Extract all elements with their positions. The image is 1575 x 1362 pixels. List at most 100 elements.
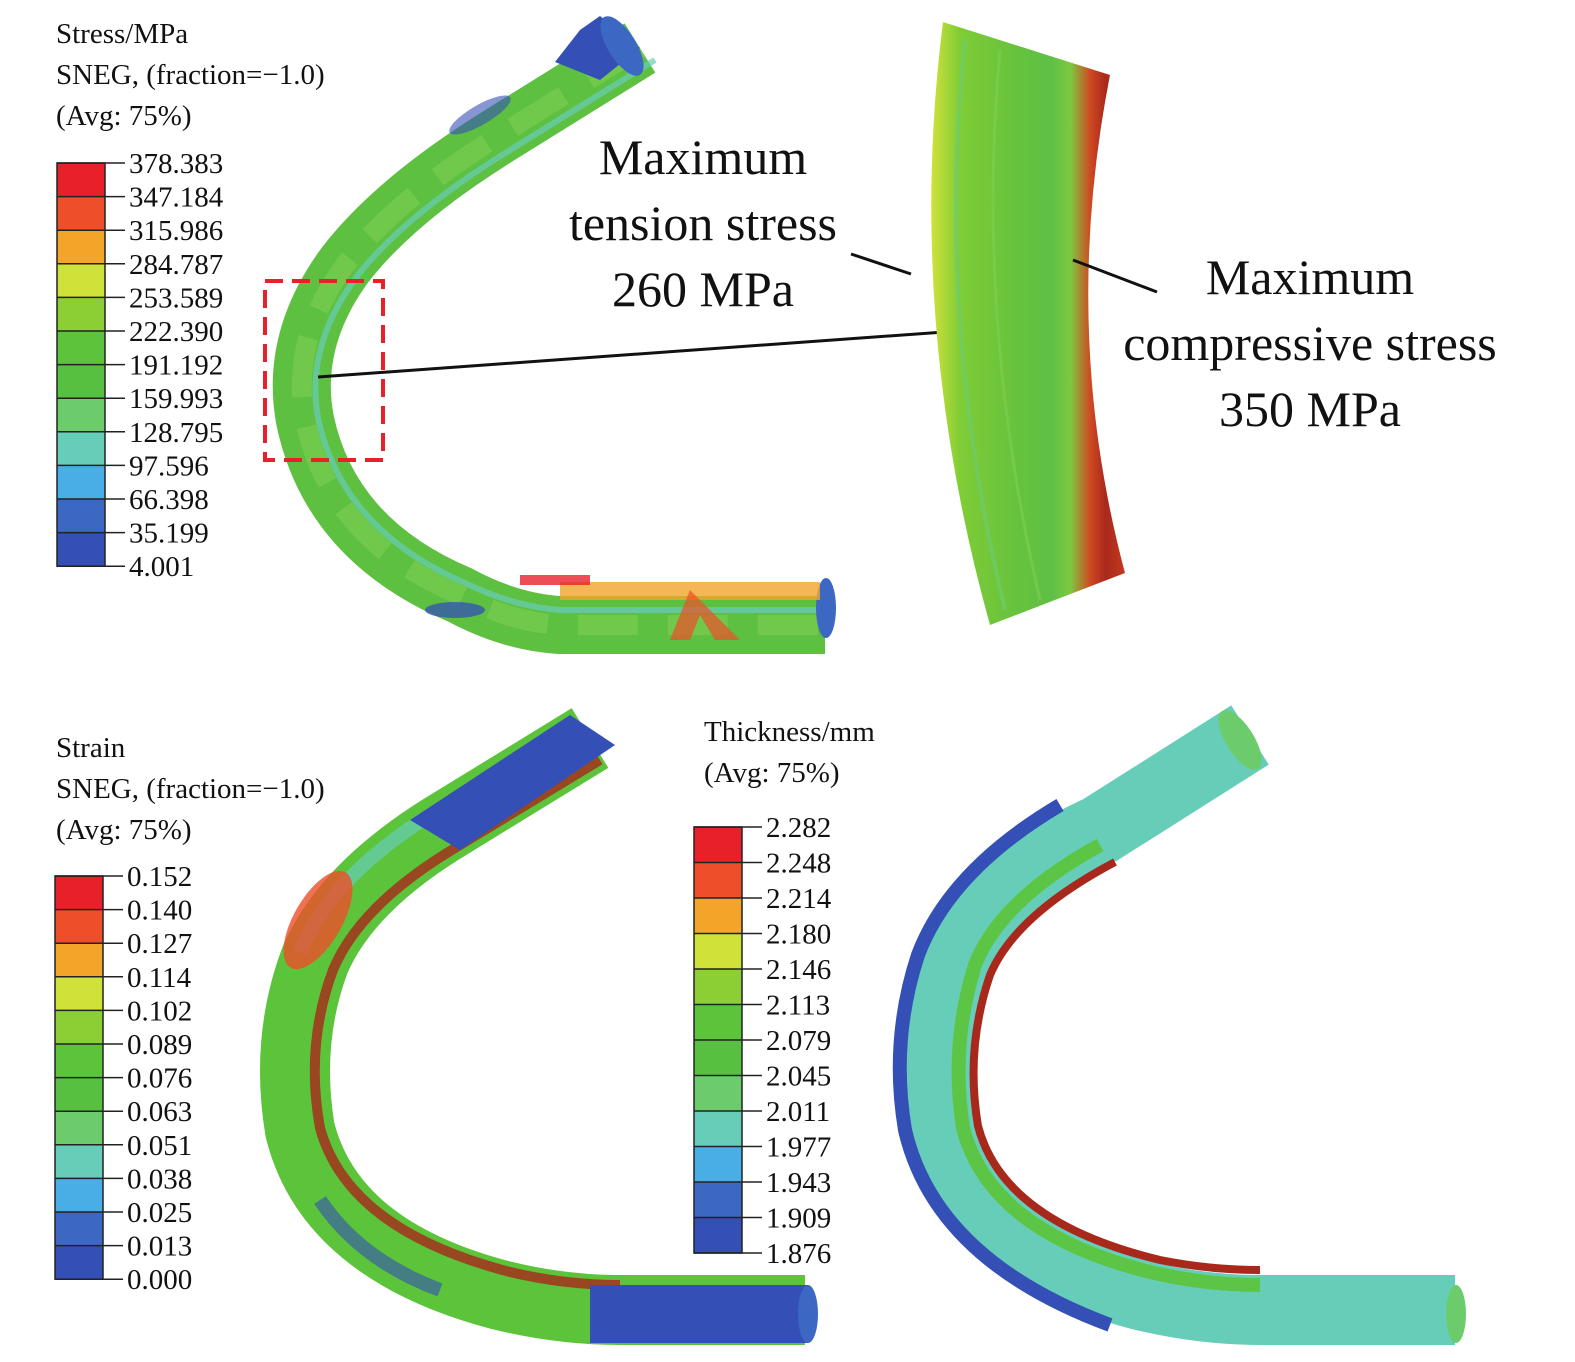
thickness-legend-tick-label: 2.282 — [766, 812, 831, 844]
strain-tube-orange-spot — [283, 870, 353, 970]
thickness-legend-tick-label: 2.079 — [766, 1025, 831, 1057]
stress-legend-tick-label: 97.596 — [129, 450, 209, 482]
strain-legend-tick-label: 0.013 — [127, 1231, 192, 1263]
thickness-legend-tick-label: 1.943 — [766, 1167, 831, 1199]
tension-callout-line-1: Maximum — [598, 129, 808, 185]
strain-legend-color-swatch — [55, 976, 103, 1011]
thickness-legend-color-swatch — [694, 1004, 742, 1040]
stress-legend-color-swatch — [57, 398, 105, 432]
tension-callout-line-3: 260 MPa — [612, 261, 794, 317]
stress-tube-inner-band — [291, 39, 825, 635]
thickness-tube-body — [900, 705, 1455, 1345]
thickness-legend-color-swatch — [694, 1075, 742, 1111]
stress-legend-color-swatch — [57, 196, 105, 231]
strain-legend-colorbar: 0.1520.1400.1270.1140.1020.0890.0760.063… — [54, 861, 192, 1296]
strain-tube-end-cap-right — [798, 1285, 818, 1343]
strain-tube-model — [260, 708, 818, 1345]
thickness-legend-tick-label: 1.876 — [766, 1238, 831, 1270]
strain-legend-tick-label: 0.127 — [127, 928, 192, 960]
thickness-legend-tick-label: 2.248 — [766, 848, 831, 880]
stress-legend-tick-label: 159.993 — [129, 383, 223, 415]
compressive-stress-callout: Maximum compressive stress 350 MPa — [1100, 244, 1520, 442]
thickness-legend-color-swatch — [694, 1182, 742, 1218]
strain-legend-color-swatch — [55, 1044, 103, 1078]
thickness-legend-tick-label: 2.011 — [766, 1096, 830, 1128]
stress-legend-tick-label: 35.199 — [129, 518, 209, 550]
stress-legend-title-line-2: SNEG, (fraction=−1.0) — [56, 59, 325, 91]
zoom-connector-line — [317, 326, 1001, 379]
strain-legend-tick-label: 0.114 — [127, 962, 192, 994]
strain-tube-blue-end-top — [410, 715, 615, 850]
thickness-legend-tick-label: 1.909 — [766, 1203, 831, 1235]
thickness-legend-title-line-2: (Avg: 75%) — [704, 757, 840, 789]
thickness-tube-outer-blue — [892, 798, 1113, 1332]
compressive-leader-line — [1072, 258, 1158, 294]
thickness-legend-tick-label: 1.977 — [766, 1132, 831, 1164]
tension-callout-line-2: tension stress — [568, 195, 838, 251]
stress-legend-color-swatch — [57, 499, 105, 533]
strain-legend-tick-label: 0.102 — [127, 995, 192, 1027]
thickness-legend-color-swatch — [694, 827, 742, 863]
zoom-region-box — [263, 279, 385, 462]
thickness-legend-title-line-1: Thickness/mm — [704, 716, 875, 748]
strain-legend-tick-label: 0.025 — [127, 1197, 192, 1229]
stress-legend-title-line-1: Stress/MPa — [56, 18, 189, 50]
stress-legend-title-line-3: (Avg: 75%) — [56, 100, 192, 132]
strain-legend-color-swatch — [55, 943, 103, 977]
thickness-tube-model — [892, 705, 1466, 1345]
stress-legend-tick-label: 66.398 — [129, 484, 209, 516]
thickness-legend-color-swatch — [694, 862, 742, 898]
strain-legend-color-swatch — [55, 1178, 103, 1212]
strain-legend-color-swatch — [55, 1212, 103, 1246]
thickness-legend-color-swatch — [694, 1146, 742, 1182]
thickness-legend-color-swatch — [694, 1217, 742, 1253]
strain-legend-color-swatch — [55, 1245, 103, 1280]
zoom-segment-shape — [931, 22, 1125, 625]
stress-legend-tick-label: 378.383 — [129, 148, 223, 180]
stress-legend-color-swatch — [57, 331, 105, 365]
thickness-legend-tick-label: 2.146 — [766, 954, 831, 986]
stress-legend-tick-label: 315.986 — [129, 215, 223, 247]
stress-tube-x-patch — [670, 590, 740, 640]
stress-legend-tick-label: 284.787 — [129, 249, 223, 281]
zoom-segment-highlight — [954, 39, 1007, 611]
strain-legend-color-swatch — [55, 1077, 103, 1112]
strain-legend-tick-label: 0.140 — [127, 895, 192, 927]
tension-leader-line — [850, 252, 912, 276]
compressive-callout-line-3: 350 MPa — [1219, 381, 1401, 437]
strain-legend-color-swatch — [55, 1010, 103, 1044]
strain-legend-tick-label: 0.089 — [127, 1029, 192, 1061]
stress-legend-color-swatch — [57, 230, 105, 264]
thickness-legend-title: Thickness/mm (Avg: 75%) — [704, 712, 875, 794]
strain-legend-color-swatch — [55, 876, 103, 910]
stress-legend-color-swatch — [57, 163, 105, 197]
stress-tube-model — [272, 16, 836, 654]
thickness-legend-tick-label: 2.113 — [766, 990, 830, 1022]
strain-legend-tick-label: 0.063 — [127, 1096, 192, 1128]
thickness-tube-end-cap-right — [1446, 1285, 1466, 1343]
stress-tube-cyan-band — [312, 57, 825, 613]
stress-legend-color-swatch — [57, 297, 105, 331]
stress-tube-end-cap-right — [816, 578, 836, 638]
thickness-legend-color-swatch — [694, 898, 742, 934]
strain-legend-title-line-2: SNEG, (fraction=−1.0) — [56, 773, 325, 805]
thickness-legend-color-swatch — [694, 933, 742, 969]
stress-legend-color-swatch — [57, 532, 105, 567]
strain-tube-inner-red — [309, 755, 621, 1290]
strain-legend-title: Strain SNEG, (fraction=−1.0) (Avg: 75%) — [56, 728, 325, 851]
strain-tube-blue-end-right — [590, 1285, 808, 1343]
strain-legend-color-swatch — [55, 909, 103, 944]
strain-legend-tick-label: 0.152 — [127, 861, 192, 893]
stress-legend-tick-label: 4.001 — [129, 551, 194, 583]
stress-legend-color-swatch — [57, 431, 105, 466]
stress-legend-tick-label: 347.184 — [129, 182, 224, 214]
thickness-legend-tick-label: 2.180 — [766, 919, 831, 951]
thickness-legend-color-swatch — [694, 1111, 742, 1147]
stress-legend-colorbar: 378.383347.184315.986284.787253.589222.3… — [56, 148, 224, 583]
stress-legend-title: Stress/MPa SNEG, (fraction=−1.0) (Avg: 7… — [56, 14, 325, 137]
strain-legend-color-swatch — [55, 1111, 103, 1145]
stress-tube-blue-spot-2 — [449, 95, 511, 135]
strain-legend-tick-label: 0.076 — [127, 1063, 192, 1095]
stress-legend-tick-label: 222.390 — [129, 316, 223, 348]
